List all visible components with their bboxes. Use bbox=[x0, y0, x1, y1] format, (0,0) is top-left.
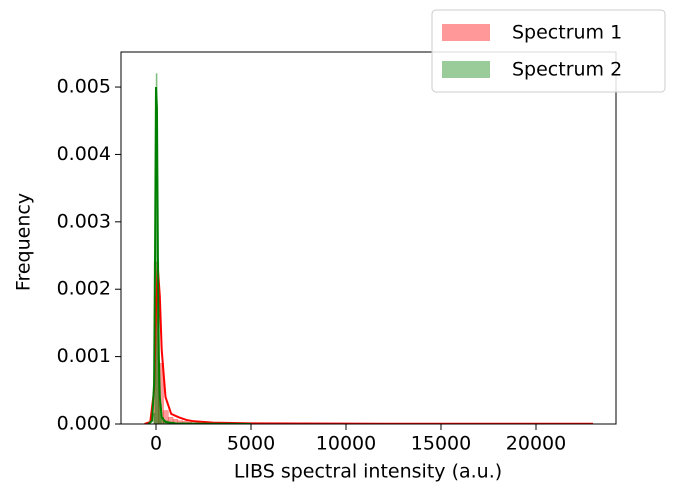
legend-swatch bbox=[442, 61, 490, 78]
kde-line bbox=[147, 86, 252, 424]
x-axis-label: LIBS spectral intensity (a.u.) bbox=[234, 461, 502, 483]
y-tick-label: 0.004 bbox=[57, 143, 111, 165]
histogram-bar bbox=[172, 419, 179, 424]
x-tick-label: 20000 bbox=[506, 433, 566, 455]
legend-label: Spectrum 2 bbox=[512, 59, 622, 81]
y-tick-label: 0.005 bbox=[57, 76, 111, 98]
y-tick-label: 0.001 bbox=[57, 345, 111, 367]
y-tick-label: 0.002 bbox=[57, 278, 111, 300]
plot-frame bbox=[120, 51, 617, 425]
legend-box bbox=[431, 9, 666, 93]
x-tick-label: 10000 bbox=[316, 433, 376, 455]
x-tick-label: 0 bbox=[150, 433, 162, 455]
legend-label: Spectrum 1 bbox=[512, 22, 622, 44]
y-tick-label: 0.000 bbox=[57, 413, 111, 435]
x-tick-label: 15000 bbox=[411, 433, 471, 455]
legend-swatch bbox=[442, 24, 490, 41]
y-axis-label: Frequency bbox=[13, 193, 35, 291]
plot-area bbox=[144, 73, 594, 424]
x-tick-label: 5000 bbox=[227, 433, 275, 455]
y-tick-label: 0.003 bbox=[57, 210, 111, 232]
kde-line bbox=[144, 268, 594, 424]
